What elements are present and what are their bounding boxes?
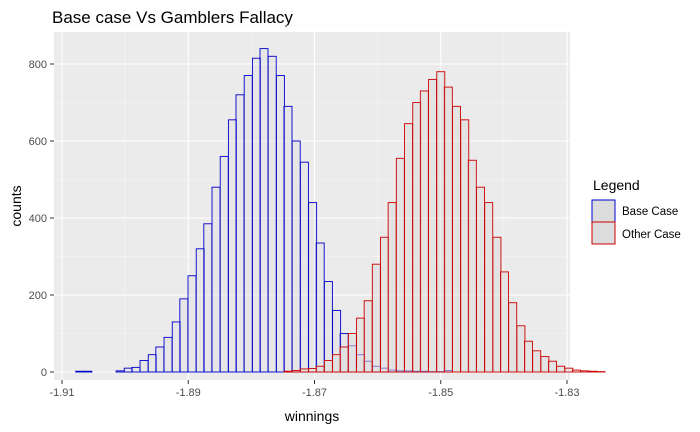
y-tick-label: 800 [29, 59, 47, 71]
legend-item-base-case: Base Case [591, 199, 678, 223]
base-case-bar [203, 223, 213, 373]
other-case-bar [323, 360, 333, 373]
base-case-bar [251, 57, 261, 373]
other-case-bar [404, 123, 414, 373]
legend-title: Legend [593, 177, 640, 193]
base-case-bar [75, 370, 85, 373]
other-case-bar [332, 354, 342, 373]
y-tick-label: 0 [41, 367, 47, 379]
x-tick-label: -1.91 [49, 387, 74, 399]
other-case-bar [476, 186, 485, 373]
base-case-bar [163, 336, 173, 373]
base-case-bar [171, 321, 181, 373]
other-case-bar [532, 350, 542, 373]
other-case-bar [580, 370, 590, 373]
chart-title: Base case Vs Gamblers Fallacy [52, 8, 293, 27]
base-case-bar [187, 275, 197, 373]
base-case-bar [291, 140, 301, 373]
base-case-bar [147, 354, 157, 373]
x-axis-title: winnings [284, 408, 339, 424]
base-case-bar [195, 248, 205, 373]
other-case-bar [380, 236, 390, 373]
other-case-bar [556, 365, 566, 373]
base-case-bar [308, 202, 318, 373]
other-case-bar [516, 325, 526, 373]
other-case-bar [548, 360, 557, 373]
base-case-bar [211, 186, 221, 373]
other-case-bar [291, 370, 301, 373]
base-case-bar [227, 119, 237, 373]
other-case-bar [436, 71, 446, 373]
other-case-bar [428, 78, 438, 373]
base-case-bar [131, 366, 141, 373]
other-case-bar [460, 119, 470, 373]
other-case-bar [419, 90, 429, 373]
y-tick-label: 600 [29, 136, 47, 148]
base-case-bars [75, 48, 453, 373]
y-axis: 0 200 400 600 800 [29, 59, 54, 379]
other-case-bar [387, 202, 397, 373]
base-case-bar [235, 94, 245, 373]
other-case-bar [395, 157, 405, 373]
x-tick-label: -1.89 [176, 387, 201, 399]
base-case-bar [267, 55, 277, 373]
base-case-bar [139, 360, 149, 373]
legend-key-other-case [591, 221, 616, 245]
base-case-bar [123, 367, 133, 373]
other-case-bar [540, 356, 550, 373]
y-tick-label: 200 [29, 290, 47, 302]
legend: Legend Base Case Other Case [591, 177, 681, 245]
base-case-bar [219, 155, 229, 373]
other-case-bar [588, 370, 598, 373]
other-case-bar [339, 346, 349, 373]
other-case-bar [371, 263, 381, 373]
other-case-bar [467, 159, 477, 373]
x-tick-label: -1.85 [428, 387, 453, 399]
base-case-bar [275, 75, 285, 373]
legend-label-base-case: Base Case [622, 206, 678, 218]
other-case-bar [283, 370, 293, 373]
x-tick-label: -1.83 [554, 387, 579, 399]
other-case-bar [524, 340, 533, 373]
base-case-bar [115, 370, 125, 373]
base-case-bar [299, 161, 309, 373]
other-case-bar [356, 317, 366, 373]
other-case-bar [363, 300, 373, 373]
y-axis-title: counts [8, 185, 24, 226]
base-case-bar [243, 75, 253, 373]
other-case-bar [564, 367, 574, 373]
other-case-bar [500, 271, 509, 373]
base-case-bar [259, 48, 269, 373]
other-case-bar [315, 365, 325, 373]
base-case-bar [155, 346, 165, 373]
other-case-bar [299, 368, 309, 373]
other-case-bar [492, 236, 502, 373]
other-case-bar [347, 333, 357, 373]
legend-label-other-case: Other Case [622, 229, 681, 241]
base-case-bar [283, 105, 293, 373]
x-axis: -1.91 -1.89 -1.87 -1.85 -1.83 [49, 380, 580, 399]
other-case-bar [452, 105, 461, 373]
y-tick-label: 400 [29, 213, 47, 225]
base-case-bar [83, 370, 93, 373]
other-case-bars [283, 71, 606, 373]
other-case-bar [412, 102, 422, 373]
legend-item-other-case: Other Case [591, 221, 681, 245]
other-case-bar [443, 86, 453, 373]
legend-key-base-case [591, 199, 616, 223]
other-case-bar [508, 302, 518, 373]
other-case-bar [308, 368, 318, 373]
base-case-bar [323, 281, 333, 373]
x-tick-label: -1.87 [302, 387, 327, 399]
other-case-bar [572, 369, 581, 373]
other-case-bar [484, 202, 494, 373]
base-case-bar [315, 242, 325, 373]
base-case-bar [179, 298, 189, 373]
